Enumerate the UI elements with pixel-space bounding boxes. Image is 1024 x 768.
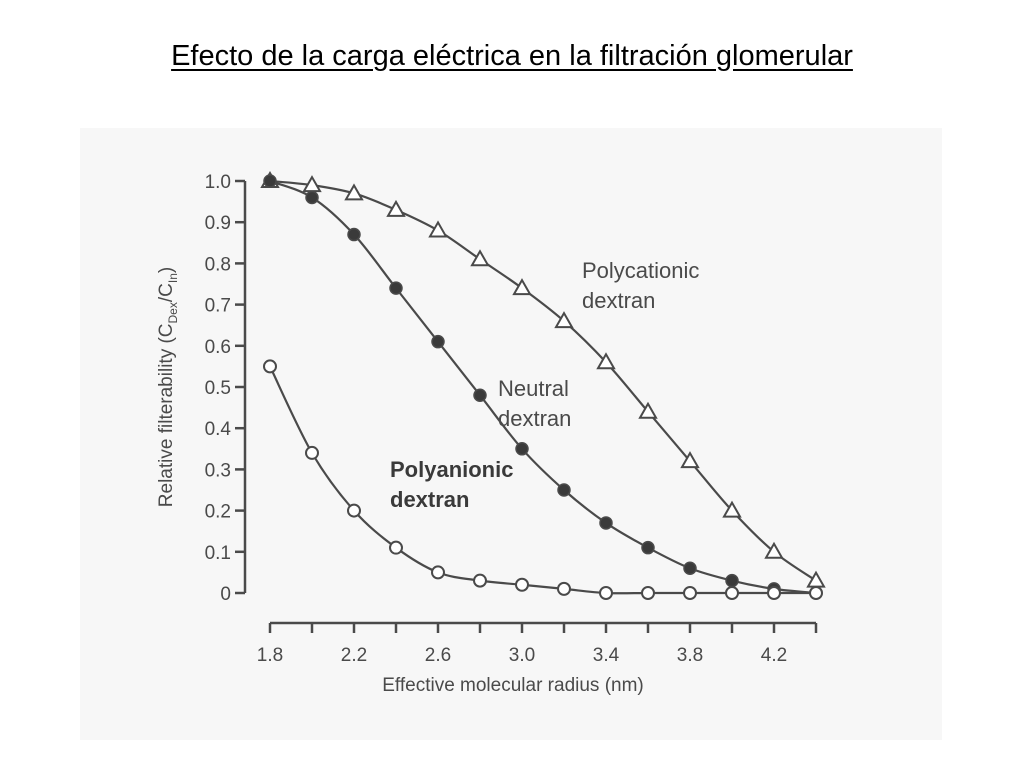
data-point-triangle (512, 278, 532, 296)
data-point-triangle (764, 541, 784, 559)
x-axis: 1.8 2.2 2.6 3.0 3.4 3.8 4.2 (257, 621, 818, 666)
y-tick-label: 0.7 (205, 296, 231, 317)
x-tick-label: 2.6 (425, 645, 451, 666)
data-point-open (263, 359, 277, 374)
filterability-chart: 0 0.1 0.2 0.3 0.4 0.5 0.6 0.7 0.8 0.9 1.0 1.8 2.2 2.… (156, 170, 826, 696)
y-tick-label: 0.5 (205, 378, 231, 399)
x-tick-label: 1.8 (257, 645, 283, 666)
series-label-line: Polycationic (582, 258, 699, 283)
y-tick-label: 0.2 (205, 502, 231, 523)
data-point-open (305, 445, 319, 460)
x-tick-label: 3.8 (677, 645, 703, 666)
y-tick-label: 0.1 (205, 543, 231, 564)
series-label-line: Polyanionic (390, 457, 513, 482)
data-point-triangle (806, 570, 826, 588)
data-point-open (347, 503, 361, 518)
data-point-open (725, 586, 739, 600)
y-axis-title-sub1: Dex (166, 302, 180, 323)
slide-title: Efecto de la carga eléctrica en la filtr… (0, 40, 1024, 73)
data-point-triangle (638, 401, 658, 419)
x-axis-title: Effective molecular radius (nm) (382, 675, 644, 696)
series-label-line: dextran (582, 288, 655, 313)
data-point-filled (305, 190, 319, 205)
data-point-triangle (596, 352, 616, 370)
y-axis-title: Relative filterability (CDex/CIn) (156, 267, 180, 507)
data-point-triangle (554, 311, 574, 329)
series-label: Polycationic dextran (582, 258, 699, 313)
y-tick-label: 0 (220, 584, 231, 605)
data-point-filled (473, 388, 487, 402)
y-tick-label: 0.9 (205, 213, 231, 234)
data-point-open (557, 581, 571, 596)
series-label-line: Neutral (498, 376, 569, 401)
data-point-triangle (428, 220, 448, 238)
data-point-open (431, 565, 445, 580)
data-point-filled (599, 516, 613, 530)
x-tick-label: 2.2 (341, 645, 367, 666)
slide-title-text: Efecto de la carga eléctrica en la filtr… (171, 40, 853, 72)
y-axis-title-main: Relative filterability (C (156, 323, 177, 507)
x-tick-label: 3.0 (509, 645, 535, 666)
series-label: Polyanionic dextran (390, 457, 513, 512)
data-point-filled (641, 540, 655, 555)
series-layer (260, 170, 826, 600)
data-point-open (767, 586, 781, 600)
data-point-triangle (470, 249, 490, 267)
data-point-open (515, 577, 529, 592)
y-axis-title-mid: /C (156, 283, 177, 302)
y-axis-title-sub2: In (166, 273, 180, 283)
data-point-open (809, 586, 823, 600)
data-point-filled (263, 174, 277, 188)
data-point-open (473, 573, 487, 588)
series-line (269, 179, 817, 595)
x-tick-label: 4.2 (761, 645, 787, 666)
series-polyanionic-dextran (263, 359, 823, 600)
data-point-filled (557, 483, 571, 497)
data-point-filled (515, 442, 529, 456)
y-tick-label: 0.8 (205, 254, 231, 275)
data-point-filled (347, 227, 361, 242)
series-label-line: dextran (498, 406, 571, 431)
data-point-open (599, 586, 613, 600)
y-tick-label: 0.6 (205, 337, 231, 358)
data-point-filled (683, 561, 697, 576)
y-axis: 0 0.1 0.2 0.3 0.4 0.5 0.6 0.7 0.8 0.9 1.0 (205, 172, 247, 605)
data-point-filled (431, 334, 445, 349)
data-point-open (389, 540, 403, 555)
data-point-open (641, 586, 655, 600)
data-point-triangle (680, 451, 700, 469)
y-tick-label: 1.0 (205, 172, 231, 193)
data-point-filled (725, 573, 739, 588)
y-tick-label: 0.3 (205, 460, 231, 481)
data-point-open (683, 586, 697, 600)
series-label-line: dextran (390, 487, 469, 512)
series-neutral-dextran (263, 174, 823, 600)
data-point-filled (389, 281, 403, 295)
x-tick-label: 3.4 (593, 645, 620, 666)
data-point-triangle (344, 183, 364, 201)
y-axis-title-end: ) (156, 267, 177, 273)
figure-panel: 0 0.1 0.2 0.3 0.4 0.5 0.6 0.7 0.8 0.9 1.0 1.8 2.2 2.… (80, 128, 942, 740)
y-tick-label: 0.4 (205, 419, 232, 440)
data-point-triangle (386, 199, 406, 217)
data-point-triangle (722, 500, 742, 518)
series-label: Neutral dextran (498, 376, 571, 431)
